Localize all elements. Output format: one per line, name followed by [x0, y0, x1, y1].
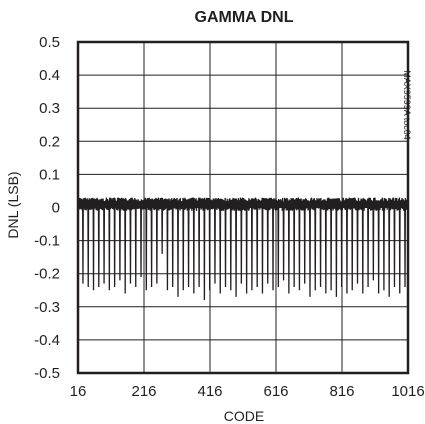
dnl-trace: [77, 197, 409, 301]
y-axis-title: DNL (LSB): [5, 171, 21, 238]
x-tick-label: 16: [70, 383, 87, 400]
x-tick-labels: 16 216 416 616 816 1016: [70, 383, 425, 400]
plot-frame: [76, 40, 410, 375]
y-tick-label: 0: [52, 200, 60, 217]
x-tick-label: 616: [263, 383, 288, 400]
figure-code-label: MAX9599A toc04: [402, 70, 412, 140]
chart-title: GAMMA DNL: [195, 9, 294, 26]
y-tick-labels: 0.5 0.4 0.3 0.2 0.1 0 -0.1 -0.2 -0.3 -0.4 -0.5: [34, 34, 60, 382]
x-tick-label: 216: [131, 383, 156, 400]
x-tick-label: 1016: [391, 383, 424, 400]
x-tick-label: 416: [197, 383, 222, 400]
x-tick-label: 816: [329, 383, 354, 400]
y-tick-label: 0.4: [39, 67, 60, 84]
y-tick-label: 0.5: [39, 34, 60, 51]
y-tick-label: -0.5: [34, 365, 60, 382]
y-tick-label: -0.2: [34, 266, 60, 283]
y-tick-label: -0.4: [34, 332, 60, 349]
y-tick-label: -0.3: [34, 299, 60, 316]
y-tick-label: 0.1: [39, 166, 60, 183]
y-tick-label: 0.2: [39, 133, 60, 150]
x-axis-title: CODE: [224, 408, 264, 424]
y-tick-label: -0.1: [34, 233, 60, 250]
series-dnl: [77, 197, 409, 301]
y-tick-label: 0.3: [39, 100, 60, 117]
